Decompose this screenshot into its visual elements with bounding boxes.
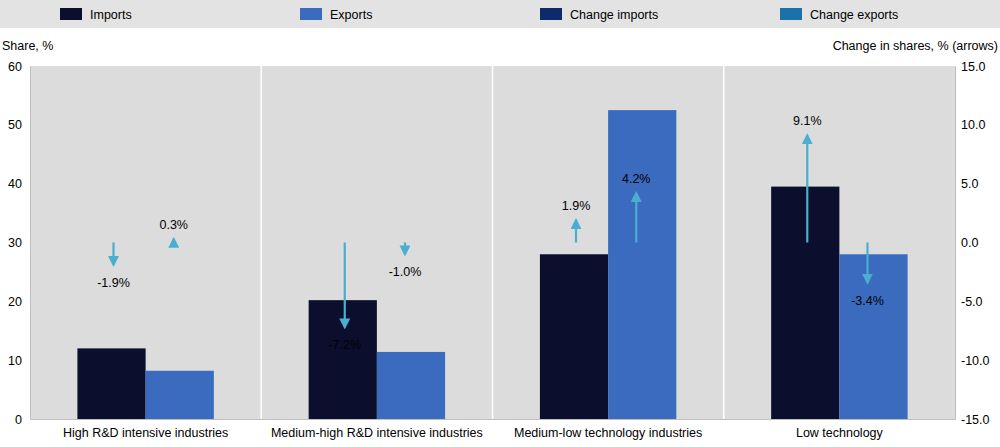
tick-label: 15.0 xyxy=(961,60,985,74)
tick: Low technology xyxy=(796,419,884,440)
chart: -1.9% -7.2% 1.9% 9.1% 0.3% -1.0% 4.2% -3.4% 0 10 2… xyxy=(0,0,1000,447)
tick: -15.0 xyxy=(955,413,990,427)
legend-label: Change exports xyxy=(810,8,898,22)
legend-swatch xyxy=(780,8,802,20)
change-arrow xyxy=(806,135,808,242)
change-arrow xyxy=(866,243,868,283)
tick-label: -10.0 xyxy=(961,354,990,368)
tick-label: -15.0 xyxy=(961,413,990,427)
tick-label: 5.0 xyxy=(961,177,978,191)
legend-swatch xyxy=(60,8,82,20)
tick-label: Medium-high R&D intensive industries xyxy=(271,426,483,440)
legend-label: Exports xyxy=(330,8,372,22)
data-label: -7.2% xyxy=(328,338,361,352)
y2-axis: -15.0 -10.0 -5.0 0.0 5.0 10.0 15.0 xyxy=(955,60,990,427)
tick: 10 xyxy=(8,354,30,368)
y-axis: 0 10 20 30 40 50 60 xyxy=(8,60,30,427)
y-axis-title: Share, % xyxy=(2,39,53,53)
legend-swatch xyxy=(300,8,322,20)
tick: 60 xyxy=(8,60,30,74)
data-label: 9.1% xyxy=(793,114,822,128)
bar xyxy=(540,254,608,419)
tick-label: -5.0 xyxy=(961,295,983,309)
data-labels: -1.9% -7.2% 1.9% 9.1% 0.3% -1.0% 4.2% -3.4% xyxy=(97,114,884,352)
change-arrow xyxy=(575,220,577,242)
legend-label: Change imports xyxy=(570,8,658,22)
bar xyxy=(377,352,445,419)
tick-label: 30 xyxy=(8,236,22,250)
tick-label: 50 xyxy=(8,118,22,132)
tick: 40 xyxy=(8,177,30,191)
tick-label: 20 xyxy=(8,295,22,309)
tick-label: 10 xyxy=(8,354,22,368)
tick-label: 0.0 xyxy=(961,236,978,250)
bar xyxy=(771,187,839,419)
category-separator xyxy=(261,66,263,419)
data-label: -1.0% xyxy=(389,265,422,279)
marks xyxy=(77,110,907,419)
data-label: -3.4% xyxy=(851,294,884,308)
axis-line xyxy=(31,419,956,420)
category-separator xyxy=(723,66,725,419)
tick: 50 xyxy=(8,118,30,132)
change-arrow xyxy=(344,243,346,328)
tick: 30 xyxy=(8,236,30,250)
tick: High R&D intensive industries xyxy=(63,419,228,440)
change-arrow xyxy=(404,243,406,255)
bar xyxy=(608,110,676,419)
bar xyxy=(146,371,214,419)
tick-label: 60 xyxy=(8,60,22,74)
change-arrow xyxy=(112,243,114,265)
tick: 0.0 xyxy=(955,236,978,250)
tick: Medium-high R&D intensive industries xyxy=(271,419,483,440)
category-separator xyxy=(492,66,494,419)
tick: -5.0 xyxy=(955,295,983,309)
data-label: 4.2% xyxy=(622,172,651,186)
bar xyxy=(309,300,377,419)
data-label: 0.3% xyxy=(159,218,188,232)
tick-label: High R&D intensive industries xyxy=(63,426,228,440)
tick: 15.0 xyxy=(955,60,985,74)
bar xyxy=(77,348,145,419)
tick: 20 xyxy=(8,295,30,309)
legend: Imports Exports Change imports Change expor… xyxy=(60,8,898,22)
tick: 0 xyxy=(15,413,30,427)
data-label: -1.9% xyxy=(97,276,130,290)
legend-swatch xyxy=(540,8,562,20)
y2-axis-title: Change in shares, % (arrows) xyxy=(833,39,998,53)
tick-label: Medium-low technology industries xyxy=(514,426,702,440)
change-arrow xyxy=(635,193,637,242)
tick: Medium-low technology industries xyxy=(514,419,702,440)
plot-background xyxy=(30,66,955,419)
x-axis: High R&D intensive industries Medium-high… xyxy=(31,419,956,440)
legend-label: Imports xyxy=(90,8,132,22)
legend-background xyxy=(0,0,1000,28)
bar xyxy=(839,254,907,419)
tick: 5.0 xyxy=(955,177,978,191)
tick-label: 0 xyxy=(15,413,22,427)
axis-line xyxy=(30,67,31,420)
tick-label: 10.0 xyxy=(961,118,985,132)
data-label: 1.9% xyxy=(562,199,591,213)
tick-label: Low technology xyxy=(796,426,884,440)
change-arrow xyxy=(173,239,175,243)
axis-line xyxy=(955,67,956,420)
tick: -10.0 xyxy=(955,354,990,368)
tick-label: 40 xyxy=(8,177,22,191)
tick: 10.0 xyxy=(955,118,985,132)
